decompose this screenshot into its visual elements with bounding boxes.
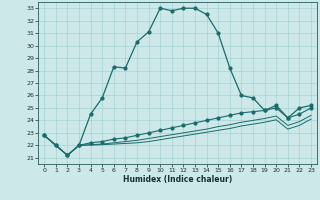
X-axis label: Humidex (Indice chaleur): Humidex (Indice chaleur) bbox=[123, 175, 232, 184]
